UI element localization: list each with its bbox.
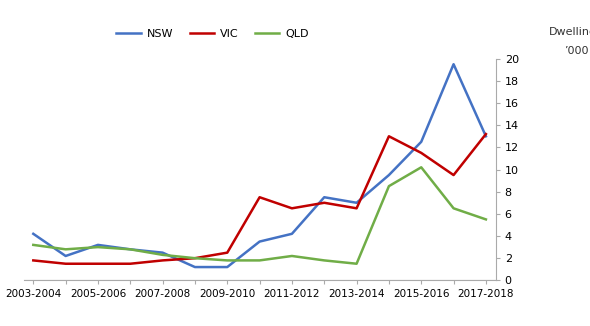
Line: NSW: NSW	[33, 64, 486, 267]
VIC	[62, 262, 69, 266]
NSW	[127, 247, 134, 251]
NSW	[483, 134, 490, 138]
NSW	[321, 195, 328, 199]
NSW	[224, 265, 231, 269]
QLD	[483, 217, 490, 221]
VIC	[289, 206, 296, 210]
QLD	[289, 254, 296, 258]
NSW	[353, 201, 360, 205]
QLD	[418, 165, 425, 169]
NSW	[289, 232, 296, 236]
VIC	[191, 256, 198, 260]
VIC	[450, 173, 457, 177]
QLD	[256, 259, 263, 262]
QLD	[30, 243, 37, 247]
QLD	[127, 247, 134, 251]
VIC	[224, 251, 231, 255]
VIC	[94, 262, 101, 266]
VIC	[353, 206, 360, 210]
Line: VIC: VIC	[33, 134, 486, 264]
NSW	[30, 232, 37, 236]
NSW	[418, 140, 425, 144]
NSW	[450, 62, 457, 66]
VIC	[321, 201, 328, 205]
NSW	[256, 240, 263, 244]
QLD	[191, 256, 198, 260]
VIC	[483, 132, 490, 136]
QLD	[321, 259, 328, 262]
QLD	[224, 259, 231, 262]
VIC	[256, 195, 263, 199]
QLD	[159, 253, 166, 257]
QLD	[450, 206, 457, 210]
Legend: NSW, VIC, QLD: NSW, VIC, QLD	[112, 24, 313, 43]
QLD	[385, 184, 392, 188]
VIC	[30, 259, 37, 262]
NSW	[385, 173, 392, 177]
QLD	[353, 262, 360, 266]
VIC	[418, 151, 425, 155]
NSW	[191, 265, 198, 269]
QLD	[94, 245, 101, 249]
NSW	[159, 251, 166, 255]
Text: ’000: ’000	[563, 47, 588, 56]
Text: Dwellings: Dwellings	[549, 26, 590, 37]
Line: QLD: QLD	[33, 167, 486, 264]
VIC	[127, 262, 134, 266]
VIC	[159, 259, 166, 262]
VIC	[385, 134, 392, 138]
NSW	[62, 254, 69, 258]
QLD	[62, 247, 69, 251]
NSW	[94, 243, 101, 247]
